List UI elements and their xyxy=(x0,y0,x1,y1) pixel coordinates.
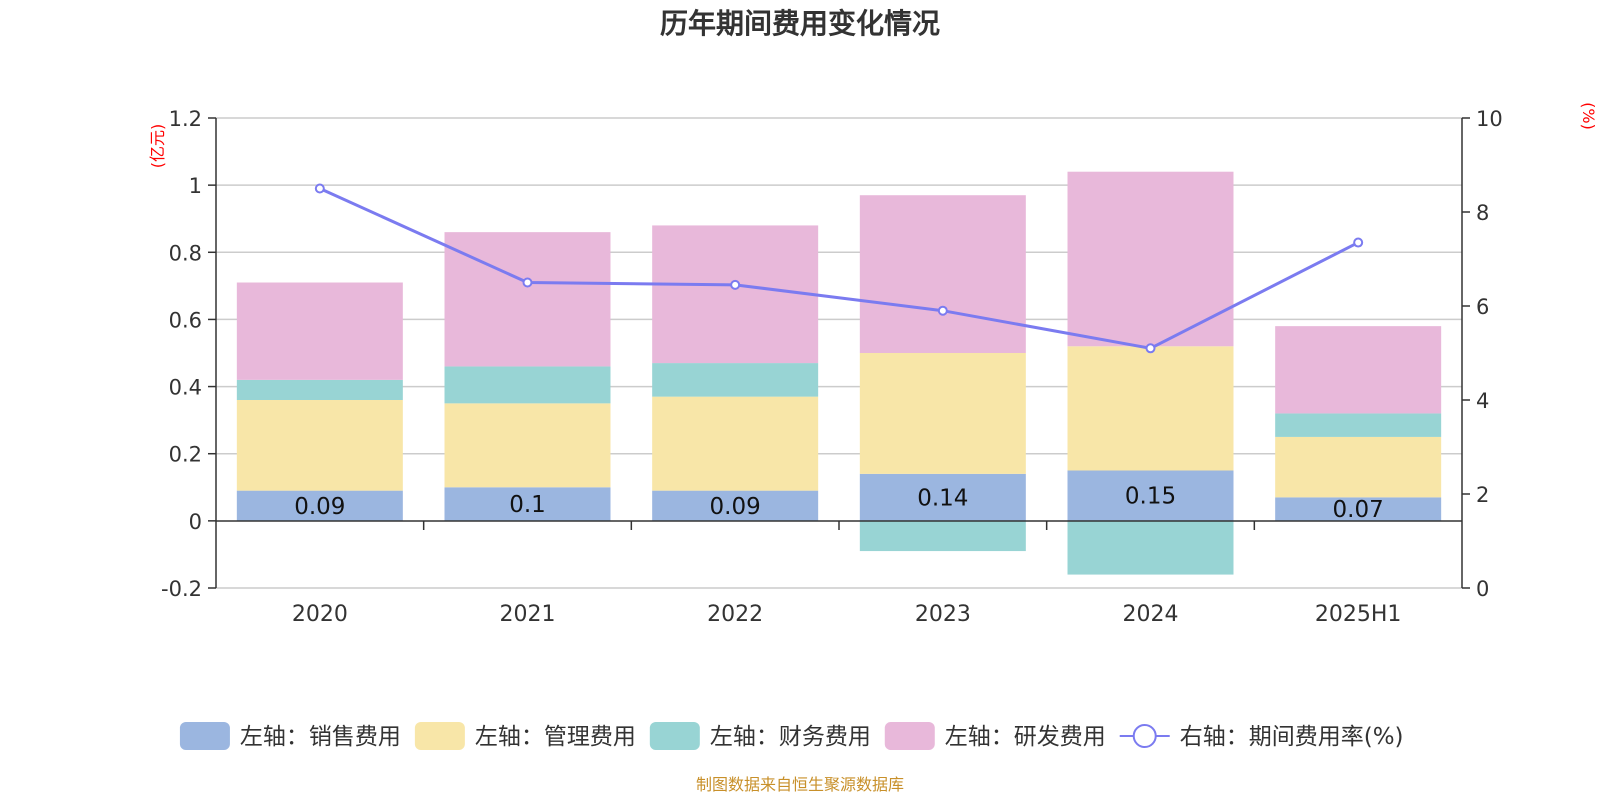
rate-point xyxy=(937,305,948,316)
bar-segment xyxy=(652,490,819,521)
bar-segment xyxy=(652,225,819,364)
legend-item: 左轴：财务费用 xyxy=(649,722,871,750)
bar-segment xyxy=(1275,413,1442,437)
rate-point xyxy=(1353,237,1364,248)
chart-title: 历年期间费用变化情况 xyxy=(660,7,940,40)
rate-point xyxy=(730,279,741,290)
x-tick-label: 2022 xyxy=(707,602,763,627)
data-label: 0.15 xyxy=(1125,484,1176,510)
left-tick-label: 1.2 xyxy=(169,107,202,131)
left-tick-label: -0.2 xyxy=(161,577,202,601)
x-tick-label: 2020 xyxy=(292,602,348,627)
bar-segment xyxy=(859,195,1026,353)
left-tick-label: 1 xyxy=(189,174,202,198)
left-tick-label: 0.2 xyxy=(169,443,202,467)
legend-label: 左轴：研发费用 xyxy=(945,724,1106,750)
legend-item: 左轴：研发费用 xyxy=(884,722,1106,750)
bar-segment xyxy=(236,400,403,491)
rate-point xyxy=(522,277,533,288)
legend-label: 右轴：期间费用率(%) xyxy=(1180,724,1404,750)
bar-segment xyxy=(859,353,1026,474)
grid xyxy=(216,117,1462,589)
bar-segment xyxy=(444,487,611,521)
bar-segment xyxy=(1275,497,1442,521)
rate-point xyxy=(314,183,325,194)
legend-label: 左轴：管理费用 xyxy=(475,724,636,750)
left-axis-unit: (亿元) xyxy=(148,124,167,169)
right-tick-label: 2 xyxy=(1476,483,1489,507)
rate-point xyxy=(1145,343,1156,354)
bar-segment xyxy=(1275,436,1442,498)
right-tick-label: 8 xyxy=(1476,201,1489,225)
bar-segment xyxy=(1067,346,1234,471)
bar-segment xyxy=(444,232,611,367)
right-tick-label: 10 xyxy=(1476,107,1503,131)
bar-segment xyxy=(444,403,611,488)
bar-segment xyxy=(652,363,819,397)
axes: -0.2 0 0.2 0.4 0.6 0.8 1 1.2 0 2 4 6 8 10 2020 2021 2022… xyxy=(161,107,1503,627)
x-tick-label: 2025H1 xyxy=(1315,602,1402,627)
source-note: 制图数据来自恒生聚源数据库 xyxy=(696,775,904,794)
legend-swatch xyxy=(884,722,935,750)
left-tick-label: 0.6 xyxy=(169,308,202,332)
bar-segment xyxy=(236,282,403,380)
bar-series xyxy=(236,171,1442,575)
bar-segment xyxy=(236,490,403,521)
x-tick-label: 2023 xyxy=(915,602,971,627)
bar-segment xyxy=(859,520,1026,552)
legend-label: 左轴：财务费用 xyxy=(710,724,871,750)
data-label: 0.07 xyxy=(1333,497,1384,523)
legend-swatch xyxy=(179,722,230,750)
bar-segment xyxy=(652,396,819,491)
legend-swatch xyxy=(649,722,700,750)
legend-marker xyxy=(1132,724,1157,748)
data-label: 0.09 xyxy=(294,494,345,520)
legend-item: 左轴：管理费用 xyxy=(414,722,636,750)
x-tick-label: 2021 xyxy=(500,602,556,627)
legend: 左轴：销售费用 左轴：管理费用 左轴：财务费用 左轴：研发费用 右轴：期间费用率(%) xyxy=(179,722,1404,750)
left-tick-label: 0 xyxy=(189,510,202,534)
data-labels: 0.09 0.1 0.09 0.14 0.15 0.07 xyxy=(294,484,1384,523)
legend-item: 左轴：销售费用 xyxy=(179,722,401,750)
legend-swatch xyxy=(414,722,465,750)
right-axis-unit: (%) xyxy=(1579,102,1598,130)
data-label: 0.14 xyxy=(917,485,968,511)
x-tick-label: 2024 xyxy=(1123,602,1179,627)
bar-segment xyxy=(1275,326,1442,414)
bar-segment xyxy=(236,379,403,400)
rate-line xyxy=(319,187,1359,350)
data-label: 0.09 xyxy=(710,494,761,520)
rate-line-series xyxy=(314,183,1364,354)
bar-segment xyxy=(859,473,1026,521)
right-tick-label: 0 xyxy=(1476,577,1489,601)
bar-segment xyxy=(444,366,611,404)
left-tick-label: 0.8 xyxy=(169,241,202,265)
bar-segment xyxy=(1067,171,1234,347)
legend-item: 右轴：期间费用率(%) xyxy=(1119,724,1404,750)
right-tick-label: 6 xyxy=(1476,295,1489,319)
legend-label: 左轴：销售费用 xyxy=(240,724,401,750)
bar-segment xyxy=(1067,470,1234,521)
data-label: 0.1 xyxy=(509,492,546,518)
right-tick-label: 4 xyxy=(1476,389,1489,413)
left-tick-label: 0.4 xyxy=(169,376,202,400)
bar-segment xyxy=(1067,520,1234,575)
